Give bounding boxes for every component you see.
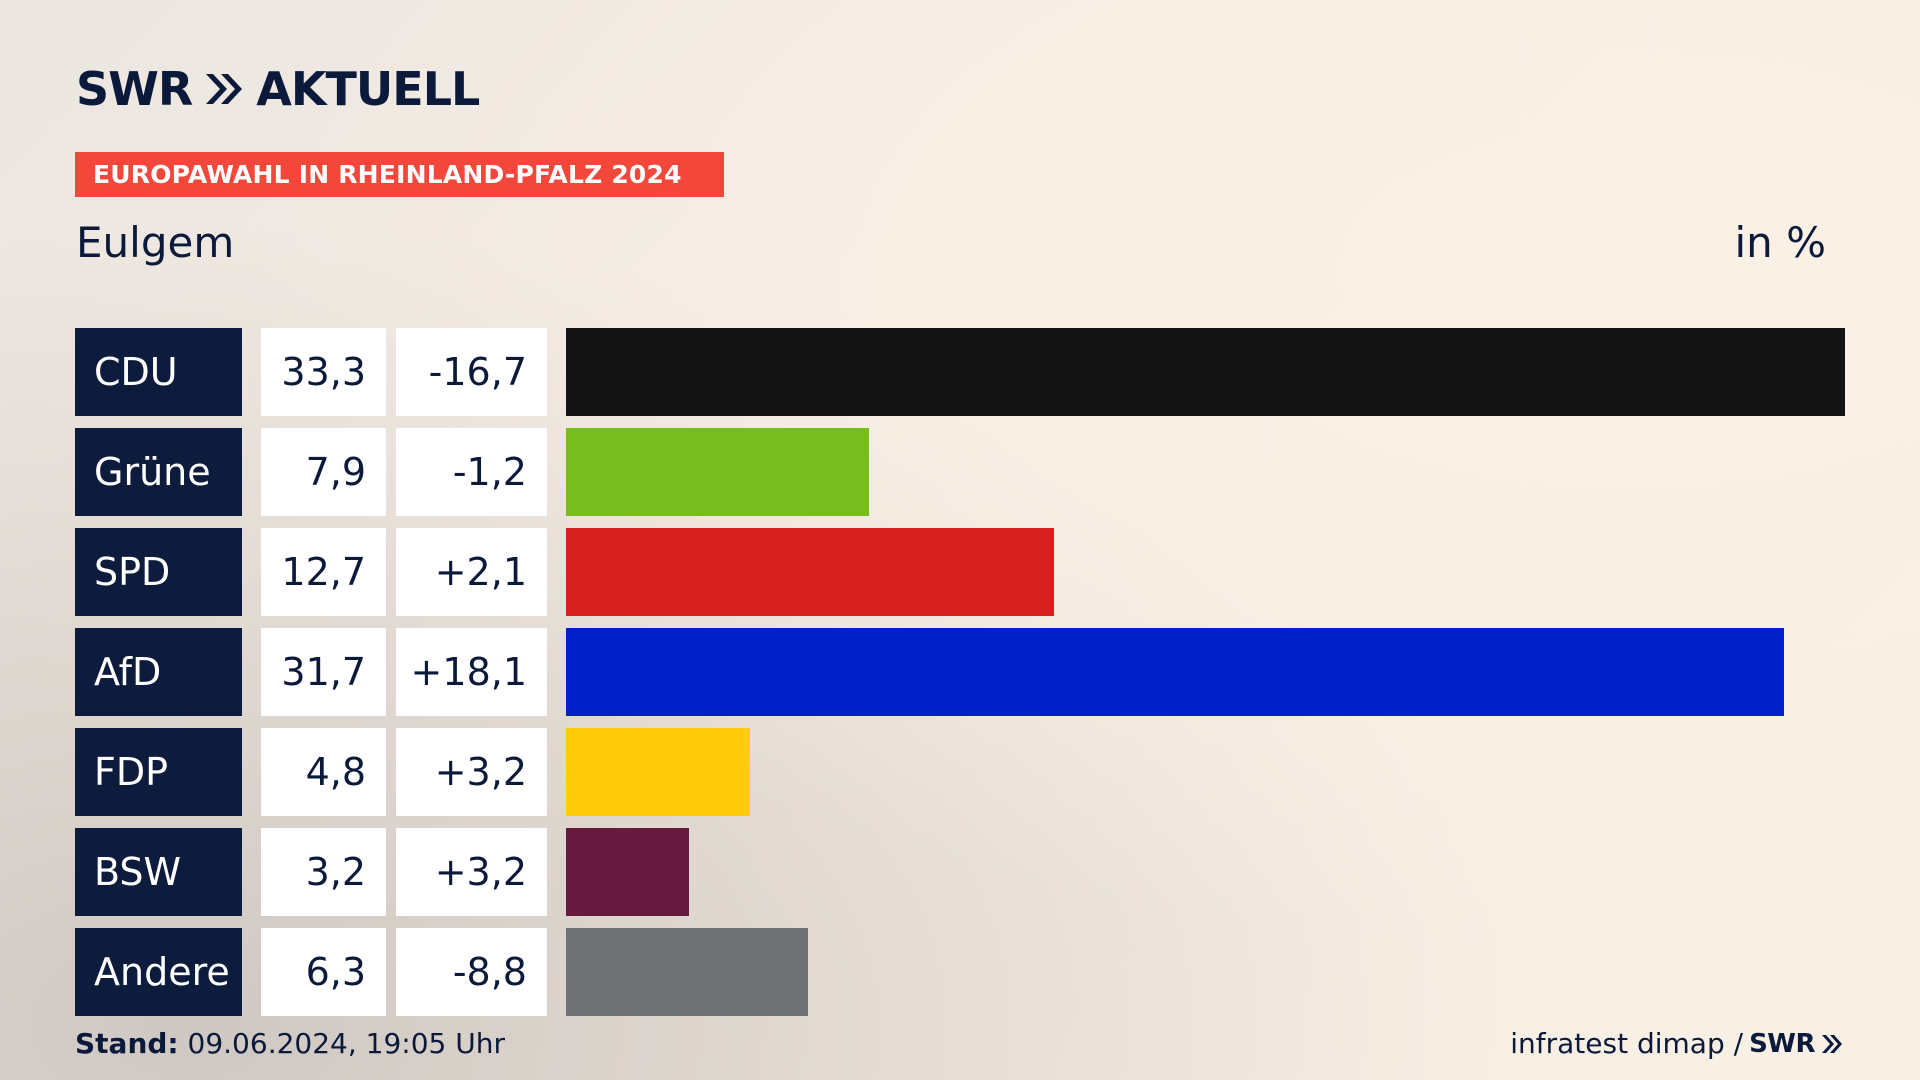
value-label: 4,8 <box>261 728 386 816</box>
double-chevron-icon <box>206 74 243 104</box>
value-label: 31,7 <box>261 628 386 716</box>
bar <box>566 728 750 816</box>
stand-value: 09.06.2024, 19:05 Uhr <box>187 1027 505 1060</box>
party-label: FDP <box>75 728 242 816</box>
party-label: Grüne <box>75 428 242 516</box>
value-label: 3,2 <box>261 828 386 916</box>
double-chevron-small-icon <box>1822 1035 1842 1053</box>
election-banner: EUROPAWAHL IN RHEINLAND-PFALZ 2024 <box>75 152 724 197</box>
party-label: Andere <box>75 928 242 1016</box>
diff-label: +2,1 <box>396 528 547 616</box>
value-label: 6,3 <box>261 928 386 1016</box>
diff-label: -1,2 <box>396 428 547 516</box>
value-label: 12,7 <box>261 528 386 616</box>
bar <box>566 328 1845 416</box>
bar <box>566 428 869 516</box>
bar <box>566 628 1784 716</box>
logo-aktuell-text: AKTUELL <box>256 62 480 116</box>
party-label: BSW <box>75 828 242 916</box>
source-credit: infratest dimap / SWR <box>1510 1030 1843 1058</box>
bar <box>566 928 808 1016</box>
value-label: 33,3 <box>261 328 386 416</box>
diff-label: +3,2 <box>396 728 547 816</box>
source-swr-logo: SWR <box>1749 1029 1815 1059</box>
party-label: AfD <box>75 628 242 716</box>
bar <box>566 828 689 916</box>
swr-aktuell-logo: SWR AKTUELL <box>76 62 480 116</box>
source-text: infratest dimap / <box>1510 1027 1744 1060</box>
party-label: SPD <box>75 528 242 616</box>
value-label: 7,9 <box>261 428 386 516</box>
diff-label: -16,7 <box>396 328 547 416</box>
diff-label: +3,2 <box>396 828 547 916</box>
diff-label: +18,1 <box>396 628 547 716</box>
logo-swr-text: SWR <box>76 62 193 116</box>
unit-label: in % <box>1734 218 1826 267</box>
timestamp: Stand: 09.06.2024, 19:05 Uhr <box>75 1030 505 1058</box>
bar <box>566 528 1054 616</box>
party-label: CDU <box>75 328 242 416</box>
stand-label: Stand: <box>75 1027 179 1060</box>
municipality-title: Eulgem <box>76 218 235 267</box>
diff-label: -8,8 <box>396 928 547 1016</box>
